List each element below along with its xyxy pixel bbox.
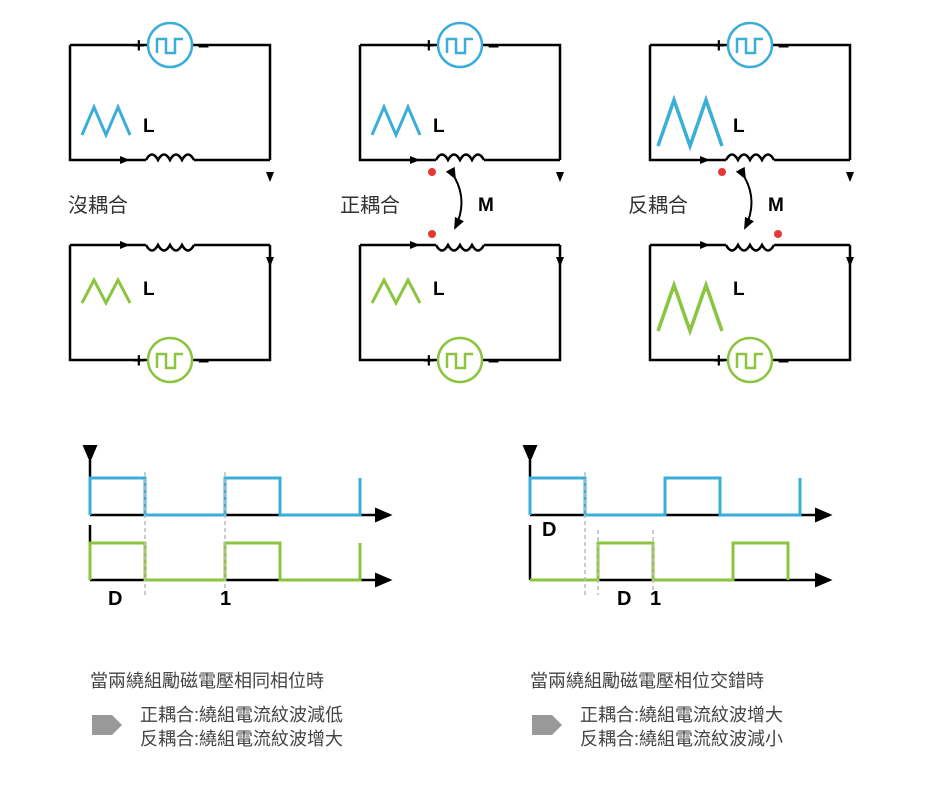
- caption-right-line2: 反耦合:繞組電流紋波減小: [580, 726, 783, 753]
- inductor-label: L: [143, 116, 155, 137]
- caption-right-line1: 正耦合:繞組電流紋波增大: [580, 702, 783, 729]
- circuit-col2-bottom: + – L: [360, 230, 564, 382]
- svg-text:–: –: [488, 350, 499, 372]
- minus-sign: –: [198, 35, 209, 57]
- bullet-arrow-left: [92, 715, 122, 735]
- mutual-coupling-arrow-col2: M: [455, 178, 494, 228]
- circuit-col3-top: + – L: [650, 23, 854, 182]
- svg-text:L: L: [733, 116, 745, 137]
- caption-left-title: 當兩繞組勵磁電壓相同相位時: [90, 668, 324, 695]
- svg-text:+: +: [713, 35, 725, 57]
- svg-text:+: +: [423, 35, 435, 57]
- svg-text:–: –: [778, 350, 789, 372]
- svg-text:D: D: [108, 588, 122, 610]
- svg-text:–: –: [488, 35, 499, 57]
- diagram-root: + – L + – L 沒耦合 + – L + –: [0, 0, 931, 801]
- plus-sign: +: [133, 35, 145, 57]
- svg-text:D: D: [617, 588, 631, 610]
- svg-text:L: L: [733, 279, 745, 300]
- svg-text:D: D: [542, 519, 556, 541]
- svg-text:+: +: [133, 350, 145, 372]
- col1-label: 沒耦合: [68, 194, 128, 217]
- svg-text:+: +: [713, 350, 725, 372]
- svg-text:L: L: [143, 279, 155, 300]
- caption-left-line1: 正耦合:繞組電流紋波減低: [140, 702, 343, 729]
- circuit-col1-bottom: + – L: [70, 241, 274, 382]
- svg-text:1: 1: [650, 588, 661, 610]
- svg-text:L: L: [433, 116, 445, 137]
- caption-left-line2: 反耦合:繞組電流紋波增大: [140, 726, 343, 753]
- svg-text:M: M: [768, 195, 784, 216]
- svg-text:+: +: [423, 350, 435, 372]
- col2-label: 正耦合: [340, 194, 400, 217]
- caption-right-title: 當兩繞組勵磁電壓相位交錯時: [530, 668, 764, 695]
- svg-text:L: L: [433, 279, 445, 300]
- svg-text:–: –: [778, 35, 789, 57]
- circuit-col1-top: + – L: [70, 23, 274, 182]
- svg-text:–: –: [198, 350, 209, 372]
- circuit-col2-top: + – L: [360, 23, 564, 182]
- mutual-coupling-arrow-col3: M: [745, 178, 784, 228]
- svg-text:1: 1: [220, 588, 231, 610]
- col3-label: 反耦合: [628, 194, 688, 217]
- timing-right: D D 1: [530, 460, 830, 610]
- dot-marker: [428, 168, 436, 176]
- circuit-col3-bottom: + – L: [650, 230, 854, 382]
- bullet-arrow-right: [532, 715, 562, 735]
- svg-text:M: M: [478, 195, 494, 216]
- timing-left: D 1: [90, 460, 390, 610]
